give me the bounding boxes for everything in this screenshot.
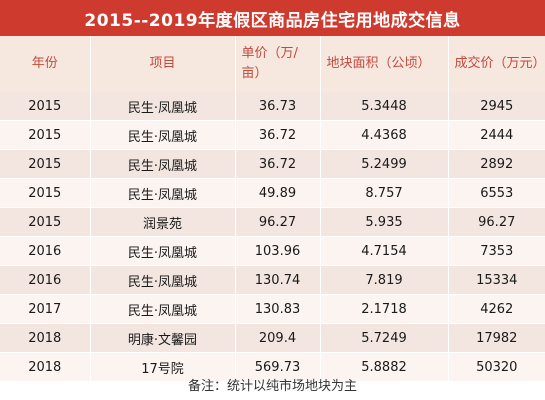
cell-deal-price: 4262 xyxy=(448,294,545,324)
cell-year: 2018 xyxy=(0,352,91,382)
cell-year: 2018 xyxy=(0,323,91,353)
table-row: 2015 民生·凤凰城 36.72 4.4368 2444 xyxy=(0,120,545,150)
cell-deal-price: 96.27 xyxy=(448,207,545,237)
cell-project: 润景苑 xyxy=(90,207,236,237)
cell-year: 2015 xyxy=(0,207,91,237)
cell-unit-price: 569.73 xyxy=(235,352,321,382)
footnote: 备注：统计以纯市场地块为主 xyxy=(187,379,357,394)
cell-project: 民生·凤凰城 xyxy=(90,265,236,295)
cell-area: 7.819 xyxy=(320,265,449,295)
cell-year: 2015 xyxy=(0,92,91,121)
cell-unit-price: 130.74 xyxy=(235,265,321,295)
cell-deal-price: 7353 xyxy=(448,236,545,266)
cell-project: 民生·凤凰城 xyxy=(90,120,236,150)
cell-year: 2015 xyxy=(0,178,91,208)
cell-project: 民生·凤凰城 xyxy=(90,236,236,266)
cell-unit-price: 96.27 xyxy=(235,207,321,237)
cell-unit-price: 36.72 xyxy=(235,120,321,150)
cell-unit-price: 130.83 xyxy=(235,294,321,324)
col-header-year: 年份 xyxy=(0,36,91,92)
cell-year: 2017 xyxy=(0,294,91,324)
table-row: 2018 明康·文馨园 209.4 5.7249 17982 xyxy=(0,323,545,353)
cell-unit-price: 36.72 xyxy=(235,149,321,179)
cell-project: 民生·凤凰城 xyxy=(90,149,236,179)
cell-year: 2016 xyxy=(0,236,91,266)
table-row: 2015 民生·凤凰城 36.73 5.3448 2945 xyxy=(0,92,545,121)
cell-unit-price: 209.4 xyxy=(235,323,321,353)
cell-unit-price: 103.96 xyxy=(235,236,321,266)
cell-project: 明康·文馨园 xyxy=(90,323,236,353)
table-row: 2017 民生·凤凰城 130.83 2.1718 4262 xyxy=(0,294,545,324)
col-header-unit-price: 单价（万/亩） xyxy=(235,36,321,92)
land-transactions-table: 年份 项目 单价（万/亩） 地块面积（公顷） 成交价（万元） 2015 民生·凤凰… xyxy=(0,36,545,382)
table-row: 2016 民生·凤凰城 130.74 7.819 15334 xyxy=(0,265,545,295)
cell-area: 5.7249 xyxy=(320,323,449,353)
cell-project: 17号院 xyxy=(90,352,236,382)
cell-project: 民生·凤凰城 xyxy=(90,178,236,208)
cell-deal-price: 50320 xyxy=(448,352,545,382)
cell-unit-price: 36.73 xyxy=(235,92,321,121)
cell-deal-price: 17982 xyxy=(448,323,545,353)
cell-area: 2.1718 xyxy=(320,294,449,324)
cell-deal-price: 2892 xyxy=(448,149,545,179)
cell-deal-price: 2444 xyxy=(448,120,545,150)
table-title: 2015--2019年度假区商品房住宅用地成交信息 xyxy=(0,0,545,36)
cell-deal-price: 6553 xyxy=(448,178,545,208)
cell-year: 2015 xyxy=(0,149,91,179)
col-header-project: 项目 xyxy=(90,36,236,92)
col-header-area: 地块面积（公顷） xyxy=(320,36,449,92)
cell-area: 8.757 xyxy=(320,178,449,208)
table-row: 2016 民生·凤凰城 103.96 4.7154 7353 xyxy=(0,236,545,266)
cell-area: 5.935 xyxy=(320,207,449,237)
table-row: 2015 民生·凤凰城 49.89 8.757 6553 xyxy=(0,178,545,208)
cell-deal-price: 2945 xyxy=(448,92,545,121)
header-row: 年份 项目 单价（万/亩） 地块面积（公顷） 成交价（万元） xyxy=(0,36,545,92)
cell-area: 5.2499 xyxy=(320,149,449,179)
col-header-deal-price: 成交价（万元） xyxy=(448,36,545,92)
cell-project: 民生·凤凰城 xyxy=(90,92,236,121)
table-row: 2015 民生·凤凰城 36.72 5.2499 2892 xyxy=(0,149,545,179)
cell-year: 2016 xyxy=(0,265,91,295)
cell-area: 4.7154 xyxy=(320,236,449,266)
cell-project: 民生·凤凰城 xyxy=(90,294,236,324)
table-row: 2018 17号院 569.73 5.8882 50320 xyxy=(0,352,545,382)
table-row: 2015 润景苑 96.27 5.935 96.27 xyxy=(0,207,545,237)
cell-area: 5.8882 xyxy=(320,352,449,382)
cell-deal-price: 15334 xyxy=(448,265,545,295)
cell-area: 5.3448 xyxy=(320,92,449,121)
cell-area: 4.4368 xyxy=(320,120,449,150)
cell-year: 2015 xyxy=(0,120,91,150)
cell-unit-price: 49.89 xyxy=(235,178,321,208)
